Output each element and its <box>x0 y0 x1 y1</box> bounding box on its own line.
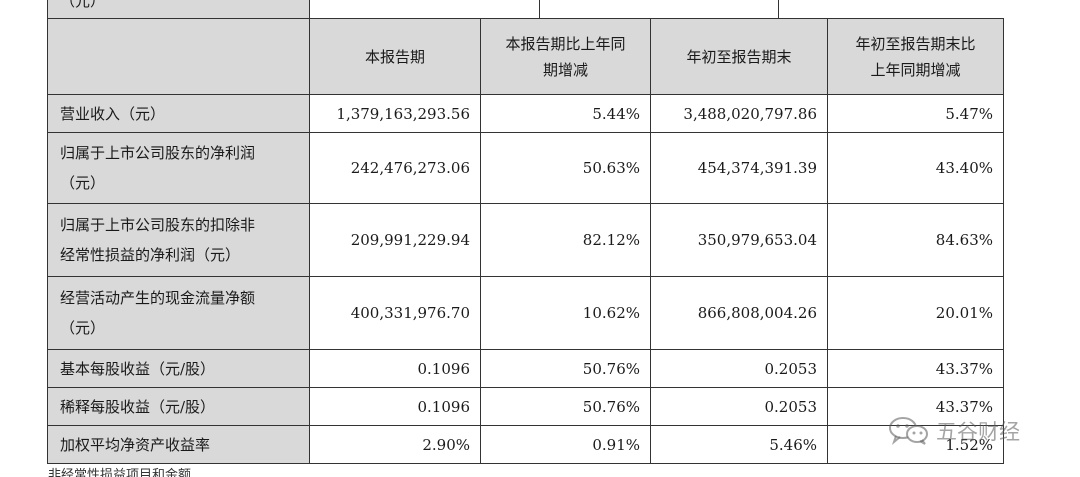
top-partial-row: （元） <box>47 0 1004 19</box>
cell-ytd: 0.2053 <box>650 387 828 426</box>
row-label: 基本每股收益（元/股） <box>47 349 310 388</box>
table-row: 稀释每股收益（元/股） 0.1096 50.76% 0.2053 43.37% <box>47 387 1004 426</box>
table-header-row: 本报告期 本报告期比上年同 期增减 年初至报告期末 年初至报告期末比 上年同期增… <box>47 18 1004 95</box>
cell-current-change: 50.76% <box>480 349 651 388</box>
cell-current-change: 0.91% <box>480 425 651 464</box>
cell-current: 0.1096 <box>309 349 481 388</box>
cell-ytd-change: 43.37% <box>827 387 1004 426</box>
row-label: 稀释每股收益（元/股） <box>47 387 310 426</box>
row-label-line: 稀释每股收益（元/股） <box>60 397 216 416</box>
table-row: 经营活动产生的现金流量净额 （元） 400,331,976.70 10.62% … <box>47 276 1004 350</box>
watermark: 五谷财经 <box>888 416 1020 446</box>
row-label-line: 归属于上市公司股东的净利润 <box>60 144 256 162</box>
header-current-change: 本报告期比上年同 期增减 <box>480 18 651 95</box>
cell-ytd: 5.46% <box>650 425 828 464</box>
wechat-icon <box>889 417 928 446</box>
cell-ytd-change: 84.63% <box>827 203 1004 277</box>
header-current-period: 本报告期 <box>309 18 481 95</box>
cell-current-change: 50.76% <box>480 387 651 426</box>
top-partial-label: （元） <box>48 0 310 18</box>
row-label-line: （元） <box>60 174 106 192</box>
header-line: 期增减 <box>542 60 588 79</box>
row-label-line: 经营活动产生的现金流量净额 <box>60 289 256 307</box>
top-partial-cell <box>310 0 540 18</box>
table-row: 营业收入（元） 1,379,163,293.56 5.44% 3,488,020… <box>47 94 1004 133</box>
header-ytd-change: 年初至报告期末比 上年同期增减 <box>827 18 1004 95</box>
cell-current: 0.1096 <box>309 387 481 426</box>
financial-summary-table: 本报告期 本报告期比上年同 期增减 年初至报告期末 年初至报告期末比 上年同期增… <box>47 18 1004 464</box>
row-label-line: 基本每股收益（元/股） <box>60 359 216 378</box>
cell-current-change: 50.63% <box>480 132 651 204</box>
cell-current-change: 5.44% <box>480 94 651 133</box>
row-label-line: 加权平均净资产收益率 <box>60 435 211 454</box>
header-ytd: 年初至报告期末 <box>650 18 828 95</box>
cell-ytd-change: 43.40% <box>827 132 1004 204</box>
table-row: 基本每股收益（元/股） 0.1096 50.76% 0.2053 43.37% <box>47 349 1004 388</box>
cell-ytd: 3,488,020,797.86 <box>650 94 828 133</box>
bottom-note: 非经常性损益项目和金额 <box>48 468 192 477</box>
row-label-line: 归属于上市公司股东的扣除非 <box>60 216 256 234</box>
row-label-line: 经常性损益的净利润（元） <box>60 246 241 264</box>
row-label-line: （元） <box>60 319 106 337</box>
cell-current: 400,331,976.70 <box>309 276 481 350</box>
cell-ytd: 0.2053 <box>650 349 828 388</box>
cell-current: 2.90% <box>309 425 481 464</box>
table-row: 加权平均净资产收益率 2.90% 0.91% 5.46% 1.52% <box>47 425 1004 464</box>
header-line: 本报告期比上年同 <box>505 34 626 53</box>
cell-ytd-change: 43.37% <box>827 349 1004 388</box>
cell-current: 1,379,163,293.56 <box>309 94 481 133</box>
cell-ytd: 866,808,004.26 <box>650 276 828 350</box>
table-row: 归属于上市公司股东的扣除非 经常性损益的净利润（元） 209,991,229.9… <box>47 203 1004 277</box>
cell-ytd-change: 5.47% <box>827 94 1004 133</box>
header-line: 上年同期增减 <box>870 60 961 79</box>
table-row: 归属于上市公司股东的净利润 （元） 242,476,273.06 50.63% … <box>47 132 1004 204</box>
cell-current-change: 82.12% <box>480 203 651 277</box>
cell-ytd: 454,374,391.39 <box>650 132 828 204</box>
row-label: 经营活动产生的现金流量净额 （元） <box>47 276 310 350</box>
row-label: 归属于上市公司股东的净利润 （元） <box>47 132 310 204</box>
cell-ytd: 350,979,653.04 <box>650 203 828 277</box>
row-label: 加权平均净资产收益率 <box>47 425 310 464</box>
watermark-text: 五谷财经 <box>936 420 1020 444</box>
cell-current-change: 10.62% <box>480 276 651 350</box>
row-label-line: 营业收入（元） <box>60 104 166 123</box>
row-label: 归属于上市公司股东的扣除非 经常性损益的净利润（元） <box>47 203 310 277</box>
top-partial-cell <box>539 0 779 18</box>
cell-current: 242,476,273.06 <box>309 132 481 204</box>
header-item <box>47 18 310 95</box>
row-label: 营业收入（元） <box>47 94 310 133</box>
header-line: 年初至报告期末比 <box>855 34 976 53</box>
cell-ytd-change: 20.01% <box>827 276 1004 350</box>
cell-current: 209,991,229.94 <box>309 203 481 277</box>
